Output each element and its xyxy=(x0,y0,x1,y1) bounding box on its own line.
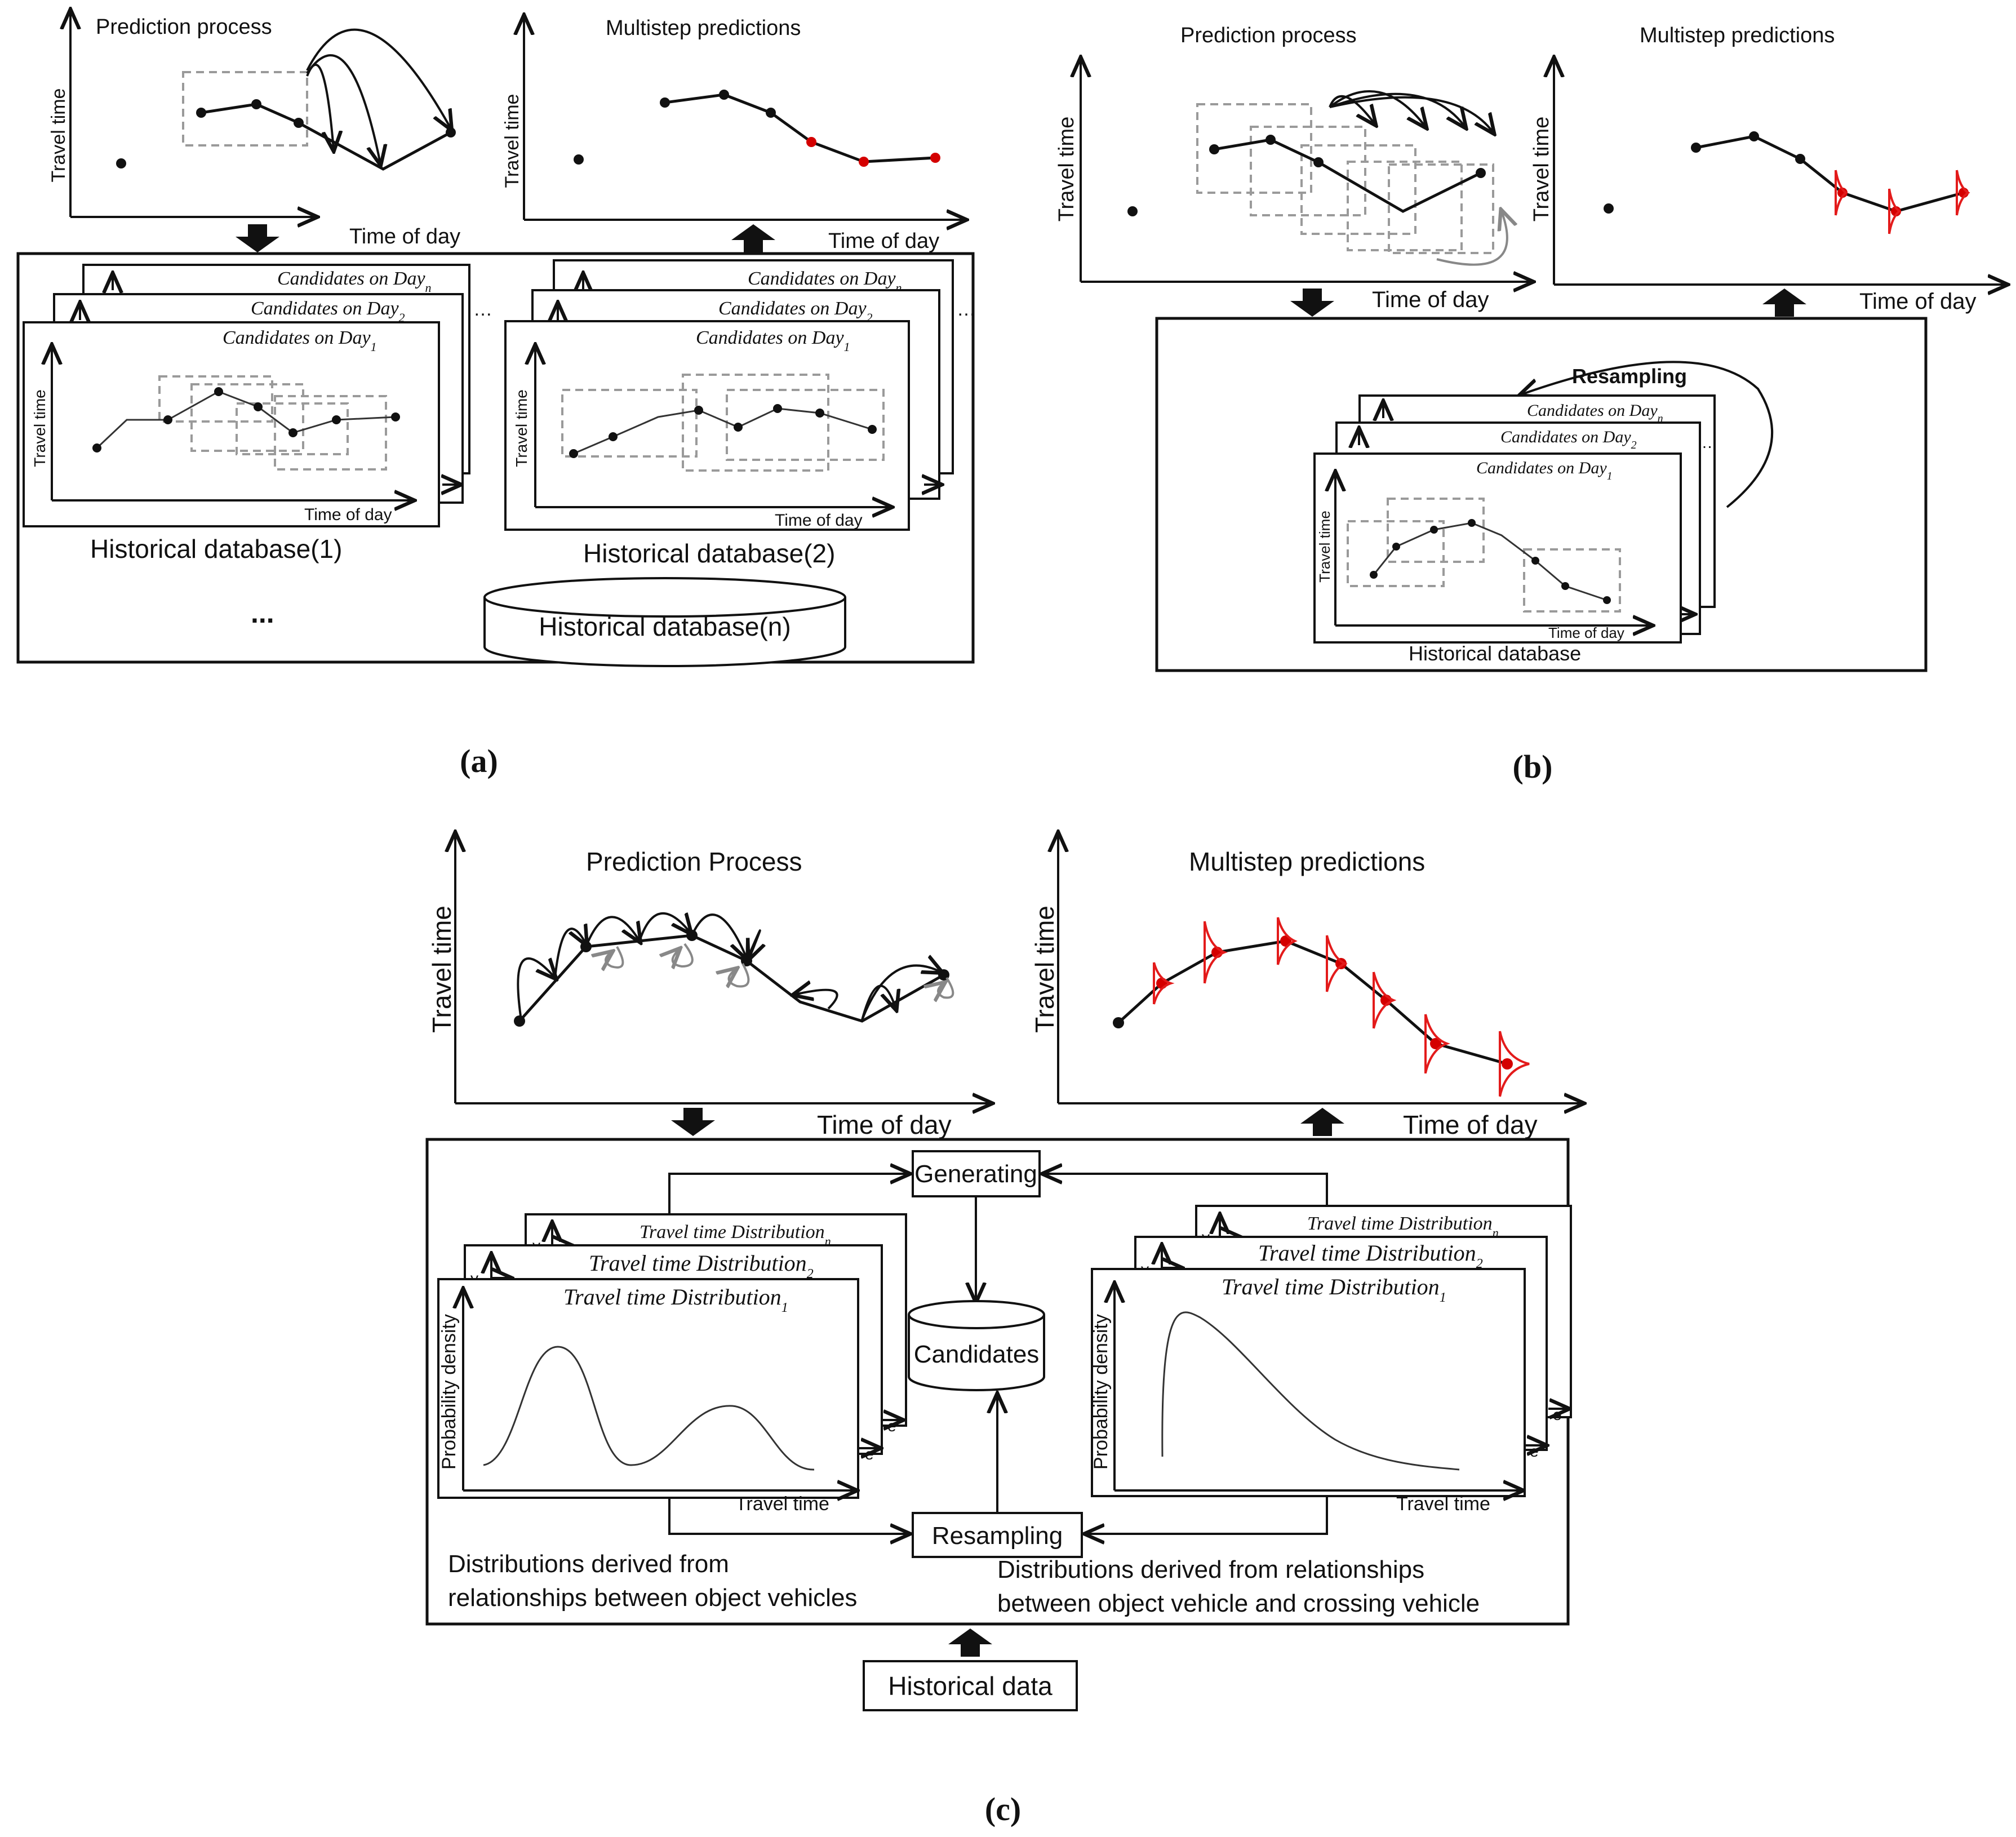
c-right-y-label: Probability density xyxy=(1090,1314,1112,1470)
a-ellipsis: ... xyxy=(251,597,274,629)
b-resampling-label: Resampling xyxy=(1572,365,1687,388)
b-x-label: Time of day xyxy=(1372,287,1489,312)
b-multistep-title: Multistep predictions xyxy=(1640,24,1835,47)
c-right-desc-2: between object vehicle and crossing vehi… xyxy=(997,1590,1480,1617)
b-multistep-x-label: Time of day xyxy=(1859,289,1976,314)
panel-a: Travel time Prediction process Time of d… xyxy=(16,11,976,779)
a-x-label: Time of day xyxy=(349,225,460,249)
c-resampling-box xyxy=(912,1512,1083,1558)
c-left-y-label: Probability density xyxy=(438,1314,460,1470)
b-card-2: Candidates on Day2 xyxy=(1500,428,1637,451)
b-card-y-label: Travel time xyxy=(1316,511,1333,583)
a-up-arrow xyxy=(731,224,775,252)
a-db2-x-label: Time of day xyxy=(775,511,863,530)
panel-b: Travel time Prediction process Time of d… xyxy=(1055,24,2006,785)
c-up-arrow-historical xyxy=(948,1629,992,1657)
c-left-dist-stack: Travel time Distributionn y Travel time … xyxy=(437,1213,907,1515)
c-right-x-label: Travel time xyxy=(1396,1493,1490,1515)
a-db2-stack: Candidates on Dayn … Candidates on Day2 … xyxy=(504,259,976,531)
c-right-dist-stack: Travel time Distributionn y Travel time … xyxy=(1090,1205,1572,1515)
c-historical-data-box xyxy=(863,1660,1078,1711)
a-db2-ellipsis: … xyxy=(957,299,976,320)
c-left-card-n: Travel time Distributionn xyxy=(640,1222,831,1248)
a-db1-card-1: Candidates on Day1 xyxy=(223,327,377,354)
c-right-card-n: Travel time Distributionn xyxy=(1307,1213,1499,1240)
b-y-label: Travel time xyxy=(1055,117,1078,222)
b-red-distributions xyxy=(1835,170,1970,234)
c-left-card-2: Travel time Distribution2 xyxy=(589,1250,814,1281)
c-prediction-chart: Travel time Prediction Process Time of d… xyxy=(427,834,991,1139)
b-card-x-label: Time of day xyxy=(1548,624,1624,641)
b-multistep-y-label: Travel time xyxy=(1530,117,1553,222)
a-db1-stack: Candidates on Dayn … Candidates on Day2 … xyxy=(23,264,492,527)
b-down-arrow xyxy=(1290,289,1334,317)
a-multistep-chart: Travel time Multistep predictions Time o… xyxy=(501,16,965,253)
b-db-label: Historical database xyxy=(1409,642,1581,665)
b-prediction-title: Prediction process xyxy=(1180,24,1357,47)
a-db1-y-label: Travel time xyxy=(31,389,48,467)
a-db2-card-n: Candidates on Dayn xyxy=(748,268,902,295)
c-candidates-cylinder: Candidates xyxy=(908,1300,1045,1391)
a-prediction-chart: Travel time Prediction process Time of d… xyxy=(48,11,460,249)
c-right-card-1: Travel time Distribution1 xyxy=(1222,1274,1446,1305)
c-up-arrow xyxy=(1300,1108,1344,1136)
c-left-desc-2: relationships between object vehicles xyxy=(448,1584,857,1612)
c-left-e-n: e xyxy=(887,1417,896,1435)
a-db2-card-2: Candidates on Day2 xyxy=(718,298,873,325)
c-left-desc-1: Distributions derived from xyxy=(448,1550,729,1578)
c-multistep-x-label: Time of day xyxy=(1403,1110,1538,1139)
c-right-card-2: Travel time Distribution2 xyxy=(1258,1240,1483,1271)
a-multistep-x-label: Time of day xyxy=(828,229,939,253)
c-right-desc-1: Distributions derived from relationships xyxy=(997,1556,1424,1583)
c-right-e-n: e xyxy=(1553,1406,1562,1423)
a-db1-card-2: Candidates on Day2 xyxy=(251,298,405,325)
a-prediction-title: Prediction process xyxy=(96,15,272,39)
a-db2-label: Historical database(2) xyxy=(583,539,835,568)
c-historical-data-label: Historical data xyxy=(888,1671,1053,1701)
a-db1-label: Historical database(1) xyxy=(90,534,342,563)
c-red-distributions xyxy=(1153,917,1530,1097)
c-resampling-label: Resampling xyxy=(932,1522,1063,1550)
c-candidates-label: Candidates xyxy=(914,1341,1040,1368)
panel-c-caption: (c) xyxy=(985,1791,1021,1827)
c-x-label: Time of day xyxy=(817,1110,952,1139)
c-left-card-1: Travel time Distribution1 xyxy=(563,1284,788,1315)
c-prediction-title: Prediction Process xyxy=(586,847,802,876)
panel-a-caption: (a) xyxy=(460,743,498,779)
a-multistep-title: Multistep predictions xyxy=(606,16,801,40)
c-right-e-2: e xyxy=(1530,1443,1539,1460)
a-db1-card-n: Candidates on Dayn xyxy=(277,268,432,295)
c-left-e-2: e xyxy=(865,1445,874,1463)
c-generating-label: Generating xyxy=(914,1160,1037,1188)
c-left-x-label: Travel time xyxy=(735,1493,829,1515)
a-dbn-cylinder: Historical database(n) xyxy=(483,577,846,667)
c-down-arrow xyxy=(671,1108,715,1136)
c-multistep-title: Multistep predictions xyxy=(1189,847,1425,876)
panel-c: Travel time Prediction Process Time of d… xyxy=(425,834,1582,1827)
a-db1-x-label: Time of day xyxy=(304,505,392,524)
b-db-stack: Candidates on Dayn … Candidates on Day2 … xyxy=(1313,394,1716,644)
panel-b-caption: (b) xyxy=(1513,748,1553,785)
b-prediction-chart: Travel time Prediction process Time of d… xyxy=(1055,24,1531,312)
c-multistep-y-label: Travel time xyxy=(1030,906,1059,1033)
a-dbn-label: Historical database(n) xyxy=(539,612,791,641)
b-card-1: Candidates on Day1 xyxy=(1476,459,1613,482)
a-db1-ellipsis: … xyxy=(473,299,492,320)
a-db2-card-1: Candidates on Day1 xyxy=(696,327,850,354)
a-down-arrow xyxy=(236,224,279,252)
a-multistep-y-label: Travel time xyxy=(501,94,523,188)
b-card-n: Candidates on Dayn xyxy=(1527,401,1663,425)
c-multistep-chart: Travel time Multistep predictions Time o… xyxy=(1030,834,1582,1139)
b-multistep-chart: Travel time Multistep predictions Time o… xyxy=(1530,24,2006,314)
a-y-label: Travel time xyxy=(48,88,69,183)
c-y-label: Travel time xyxy=(427,906,456,1033)
a-db2-y-label: Travel time xyxy=(513,389,530,467)
b-up-arrow xyxy=(1762,289,1806,317)
